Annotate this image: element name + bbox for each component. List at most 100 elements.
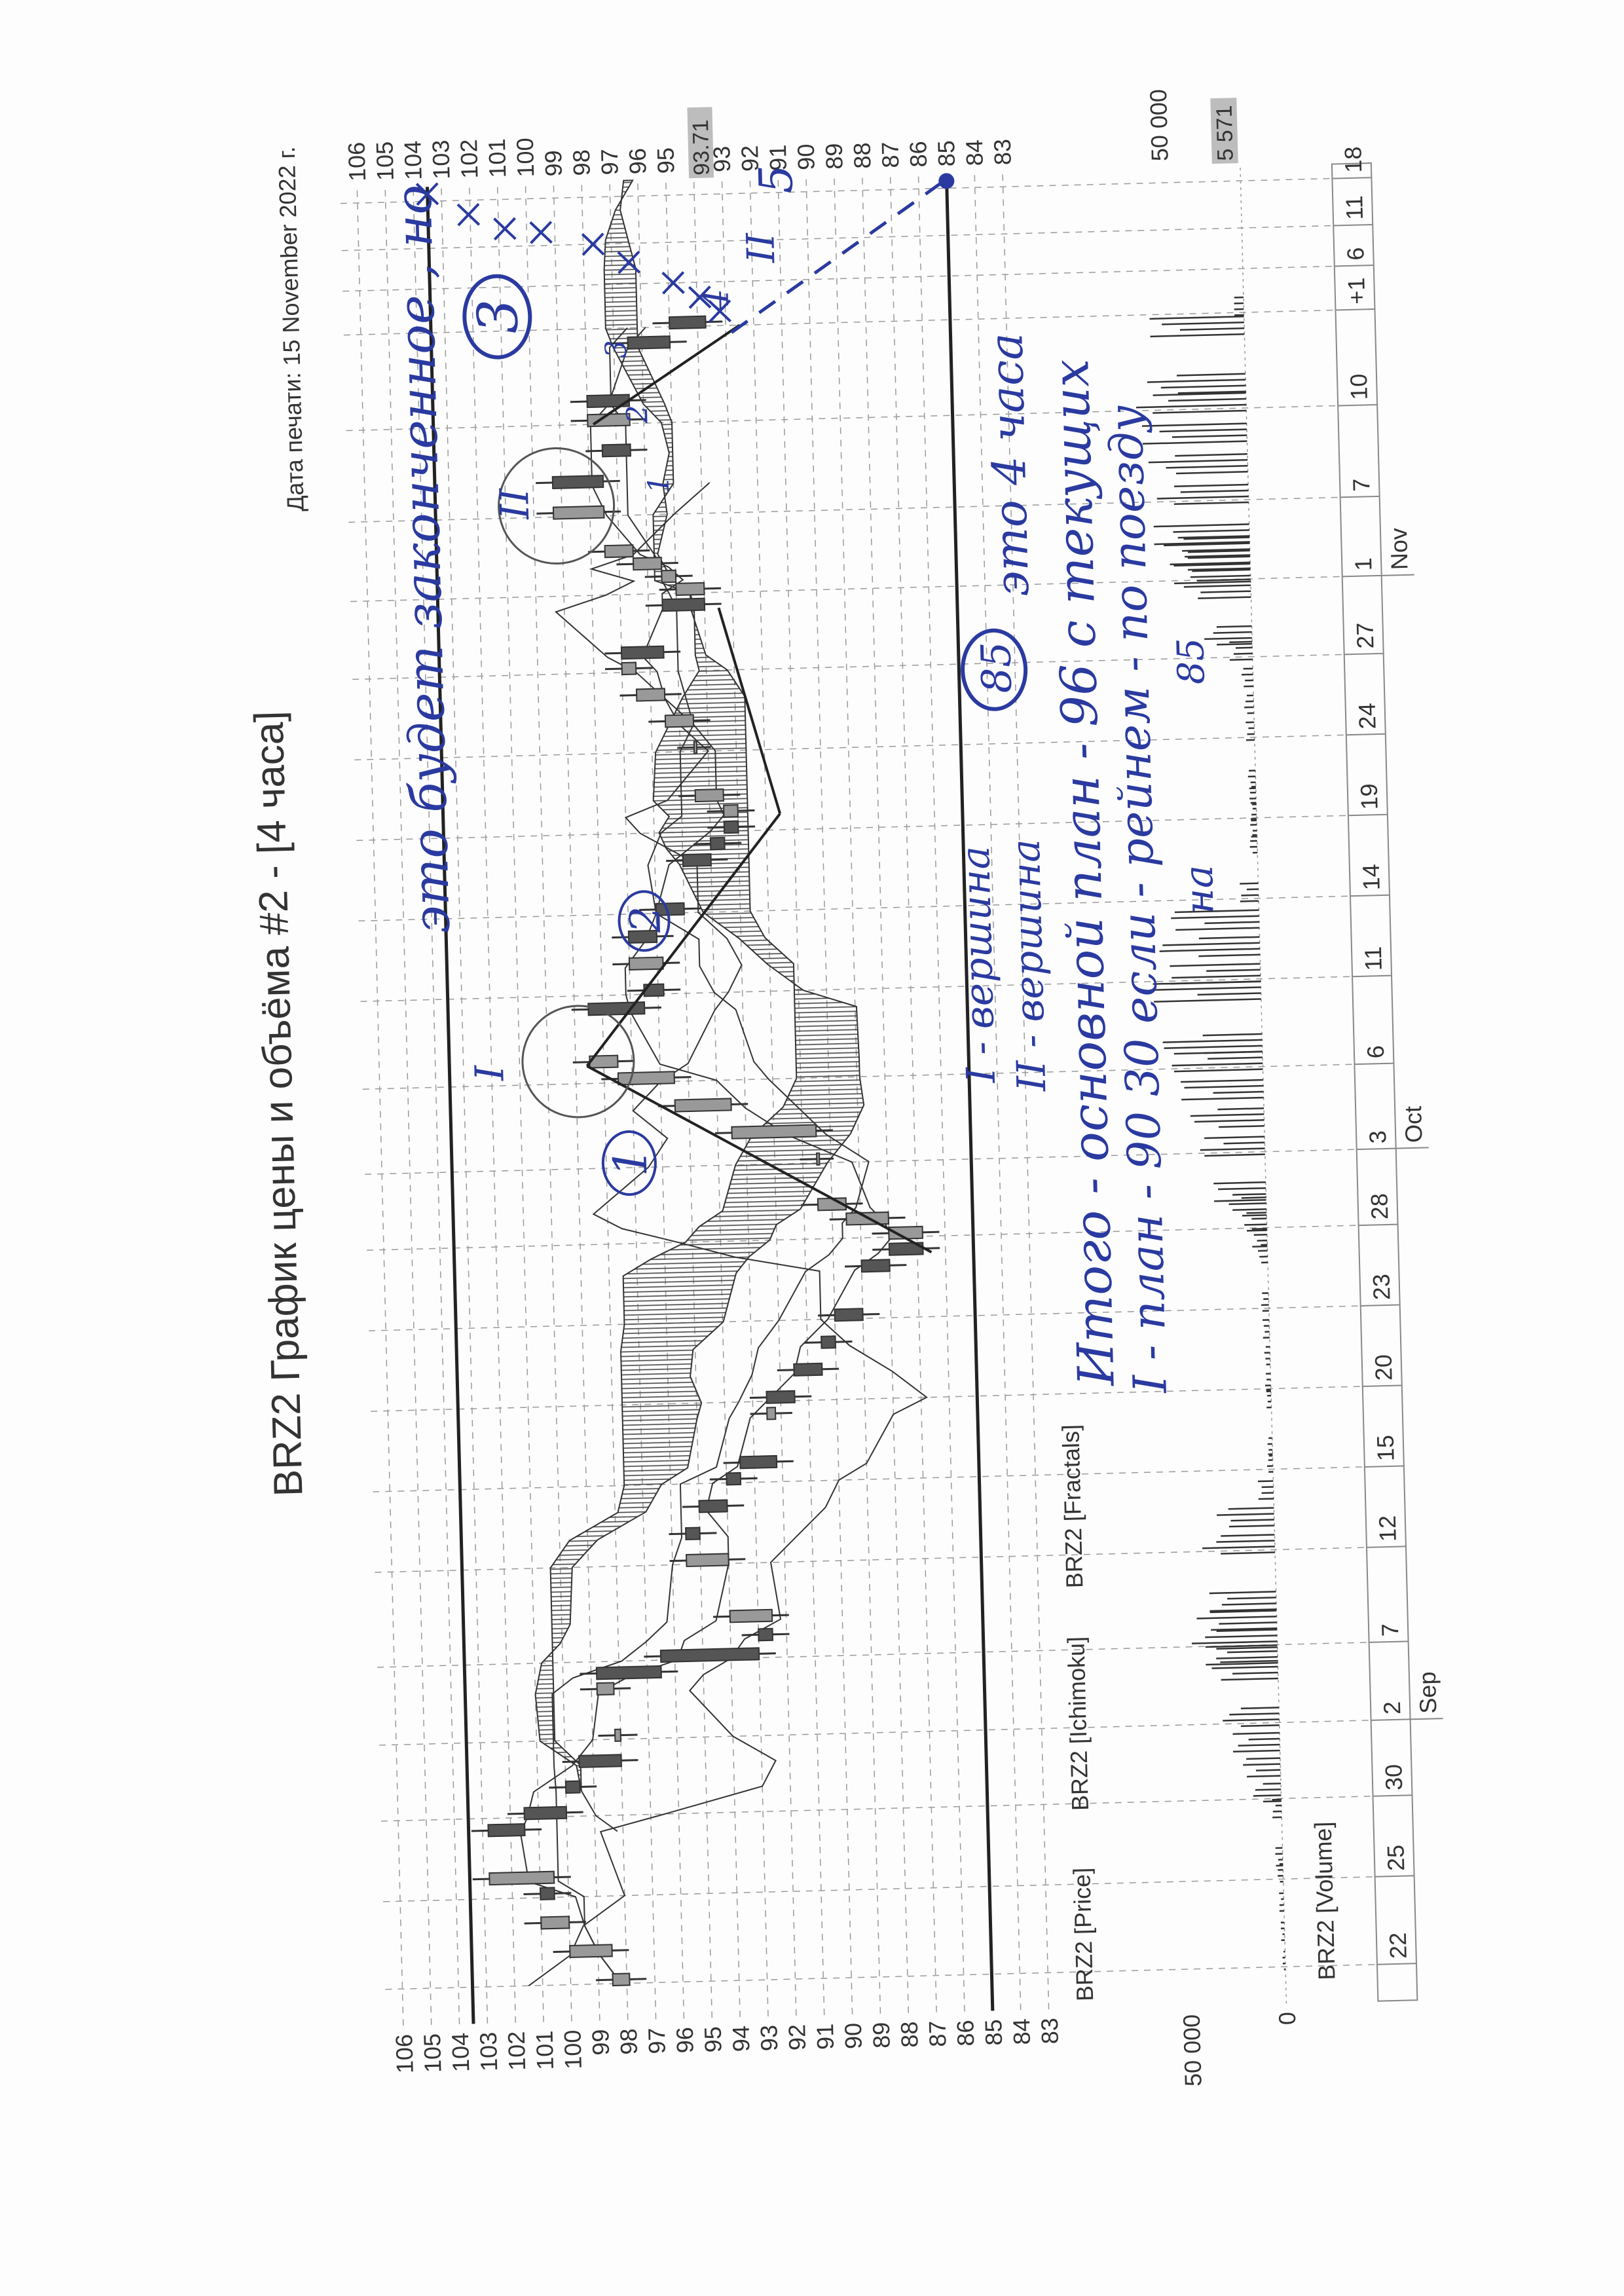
volume-bar <box>1240 1707 1280 1710</box>
volume-bar <box>1160 384 1246 389</box>
date-gridline <box>369 1304 1397 1331</box>
printed-chart-sheet: BRZ2 График цены и объёма #2 - [4 часа] … <box>246 50 1481 2109</box>
volume-bar <box>1170 980 1261 985</box>
volume-bar <box>1172 974 1261 979</box>
volume-bar <box>1183 584 1251 588</box>
volume-bar <box>1197 992 1261 996</box>
volume-bar <box>1216 1629 1278 1632</box>
candle-body <box>612 1972 631 1987</box>
note-four-hours: это 4 часа <box>979 332 1039 597</box>
volume-bar <box>1177 535 1250 539</box>
volume-bar <box>1221 1677 1278 1681</box>
candle-body <box>731 1124 817 1139</box>
volume-bar <box>1258 1498 1274 1500</box>
volume-bar <box>1175 927 1260 931</box>
volume-tick-0: 0 <box>1274 2012 1301 2026</box>
volume-bar <box>1216 1646 1278 1650</box>
volume-bar <box>1141 422 1247 427</box>
pane-label-price: BRZ2 [Price] <box>1068 1867 1098 2001</box>
candle-body <box>621 661 637 676</box>
price-axis: 1061061051051041041031031021021011011001… <box>343 138 1063 2074</box>
volume-bar <box>1263 1800 1282 1803</box>
volume-bar <box>1164 542 1250 547</box>
volume-bar <box>1232 1731 1280 1735</box>
volume-bar <box>1162 942 1260 946</box>
ichimoku-cloud <box>534 179 865 1832</box>
volume-bar <box>1181 1079 1264 1083</box>
date-gridline <box>356 814 1384 842</box>
volume-tick-50000: 50 000 <box>1178 2014 1207 2086</box>
volume-bar <box>1174 483 1249 488</box>
volume-bar <box>1223 1718 1280 1722</box>
candle-body <box>569 1944 613 1959</box>
date-gridline <box>346 404 1375 432</box>
volume-bar <box>1240 1724 1280 1728</box>
volume-bar <box>1153 523 1249 528</box>
date-tick-label: 30 <box>1380 1764 1407 1790</box>
wave-label-4: 4 <box>695 288 737 312</box>
volume-bar <box>1240 900 1259 902</box>
volume-bar <box>1200 590 1251 593</box>
volume-bar <box>1172 1062 1263 1067</box>
date-tick <box>1354 1062 1394 1065</box>
date-tick <box>1352 974 1392 978</box>
volume-bar <box>1198 954 1261 957</box>
price-gridline <box>525 184 572 2022</box>
price-tick-right: 102 <box>455 139 483 179</box>
date-tick <box>1350 894 1390 897</box>
volume-bar <box>1217 1513 1274 1516</box>
volume-bars <box>1136 166 1287 2004</box>
price-tick-left: 84 <box>1008 2018 1035 2045</box>
price-tick-right: 89 <box>821 143 848 170</box>
candle-body <box>729 1608 773 1623</box>
price-gridline <box>553 183 600 2021</box>
date-tick-label: 20 <box>1370 1354 1397 1381</box>
date-tick-label: 3 <box>1364 1130 1391 1144</box>
date-tick <box>1375 1875 1414 1878</box>
date-gridline <box>371 1384 1399 1412</box>
date-tick-label: 1 <box>1350 557 1376 571</box>
date-tick <box>1333 224 1373 227</box>
volume-bar <box>1190 574 1251 578</box>
price-gridline <box>693 180 741 2018</box>
volume-bar <box>1172 434 1247 438</box>
volume-bar <box>1179 327 1245 331</box>
candle-body <box>632 557 663 571</box>
volume-bar <box>1221 1534 1275 1537</box>
wave-label-5: 5 <box>749 164 803 194</box>
volume-bar <box>1173 1068 1263 1073</box>
volume-bar <box>1175 453 1247 457</box>
volume-bar <box>1153 986 1261 991</box>
volume-bar <box>1217 1107 1264 1111</box>
price-tick-left: 92 <box>783 2024 811 2051</box>
date-tick-label: 11 <box>1340 195 1368 220</box>
volume-bar <box>1173 563 1251 567</box>
price-tick-right: 92 <box>736 145 764 172</box>
volume-bar <box>1171 915 1259 919</box>
price-gridline <box>384 187 432 2026</box>
price-tick-left: 105 <box>418 2033 446 2073</box>
volume-bar <box>1216 1540 1275 1543</box>
pane-label-ichimoku: BRZ2 [Ichimoku] <box>1062 1637 1094 1811</box>
price-gridline <box>889 175 937 2012</box>
price-tick-right: 106 <box>343 141 371 181</box>
price-tick-left: 93 <box>755 2025 783 2052</box>
date-tick <box>1373 1794 1412 1797</box>
volume-bar <box>1176 373 1246 377</box>
price-tick-left: 86 <box>951 2020 979 2046</box>
volume-bar <box>1154 541 1250 546</box>
volume-bar <box>1214 1198 1266 1202</box>
volume-bar <box>1147 379 1246 383</box>
circle-wave-2 <box>618 890 671 952</box>
volume-bar <box>1192 568 1251 572</box>
volume-bar <box>1162 321 1244 325</box>
note-summary-on: на <box>1176 864 1223 915</box>
date-gridline <box>375 1546 1403 1573</box>
price-tick-left: 89 <box>868 2022 895 2048</box>
date-gridline <box>358 895 1386 922</box>
trend-line <box>586 1065 932 1253</box>
date-gridline <box>362 1063 1391 1090</box>
date-tick-label: 15 <box>1372 1435 1399 1462</box>
price-tick-left: 106 <box>390 2034 418 2074</box>
price-tick-left: 91 <box>811 2023 839 2050</box>
